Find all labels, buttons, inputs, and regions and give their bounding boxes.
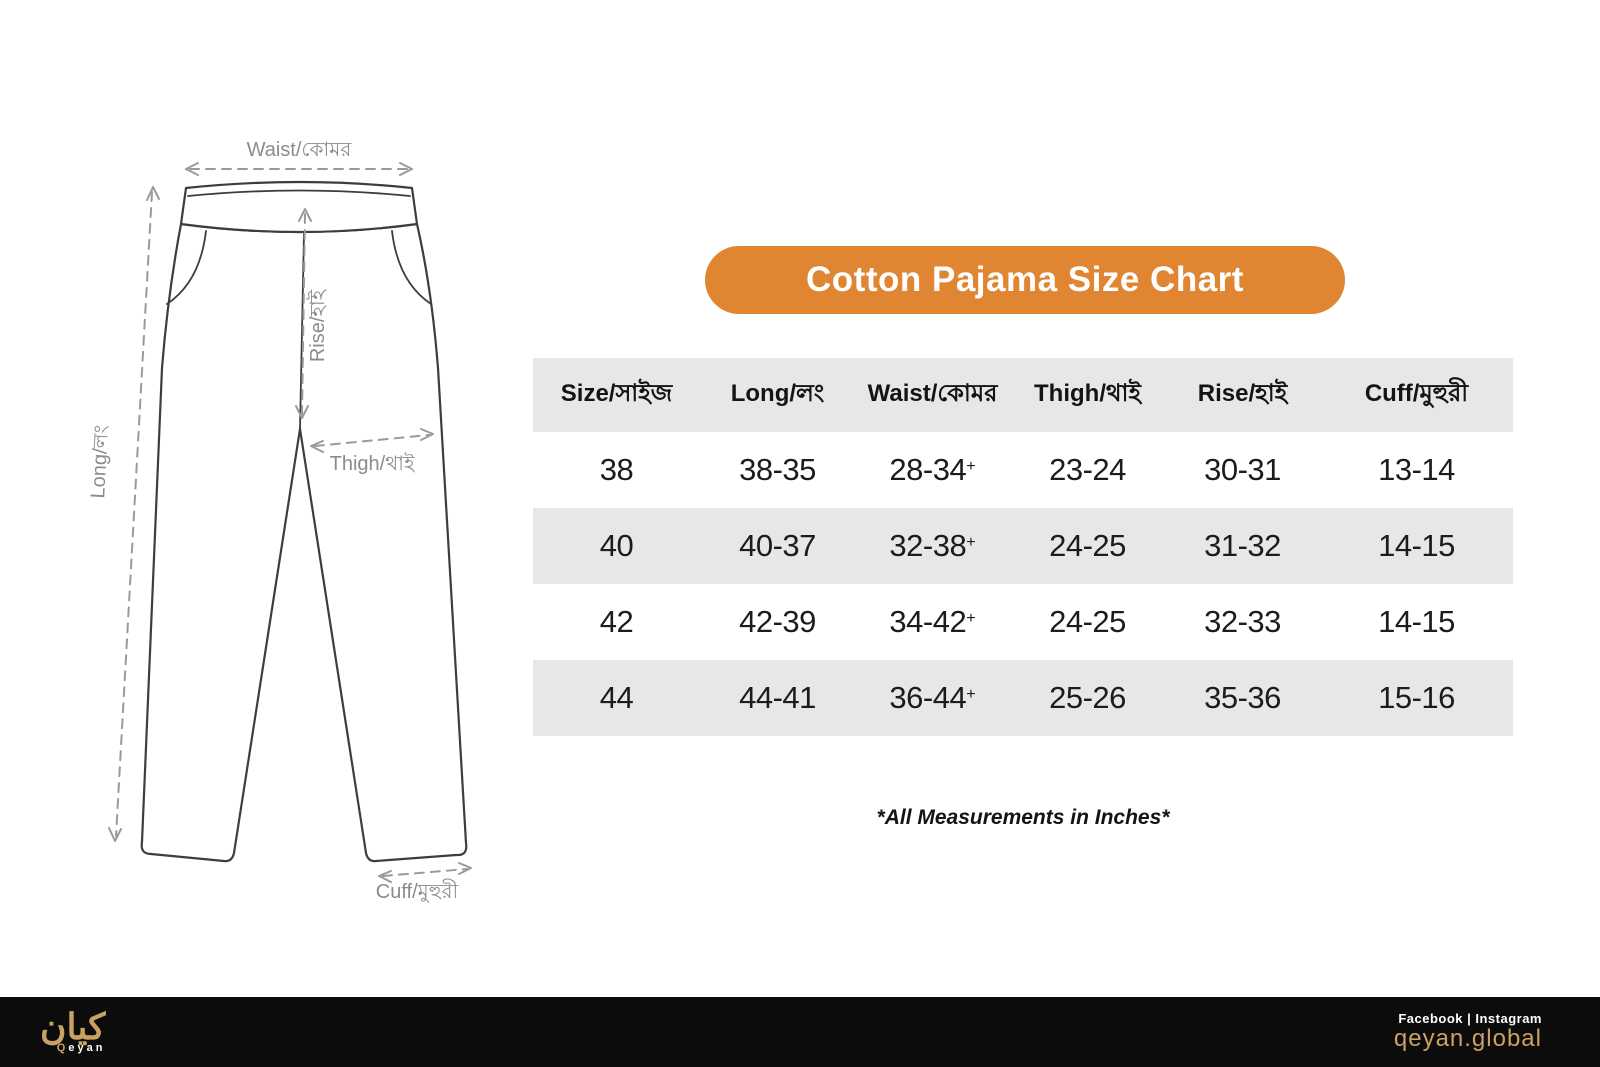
rise-value: 35-36: [1204, 680, 1281, 715]
cuff-value: 15-16: [1378, 680, 1455, 715]
thigh-value: 24-25: [1049, 604, 1126, 639]
long-value: 42-39: [739, 604, 816, 639]
waist-value: 28-34+: [889, 452, 976, 487]
size-value: 38: [599, 452, 634, 487]
table-row: 44 44-41 36-44+ 25-26 35-36 15-16: [533, 660, 1513, 736]
table-header-row: Size/সাইজ Long/লং Waist/কোমর Thigh/থাই R…: [533, 358, 1513, 432]
waist-arrow: [185, 162, 413, 176]
table-row: 42 42-39 34-42+ 24-25 32-33 14-15: [533, 584, 1513, 660]
rise-label: Rise/হাই: [306, 288, 329, 362]
size-value: 42: [599, 604, 634, 639]
brand-logo: كيان Qeyan: [40, 1006, 106, 1054]
table-row: 38 38-35 28-34+ 23-24 30-31 13-14: [533, 432, 1513, 508]
plus-mark: +: [966, 610, 976, 627]
header-waist: Waist/কোমর: [867, 380, 998, 407]
pajama-diagram: Waist/কোমর Long/লং Rise/হাই Thigh/থাই: [87, 139, 472, 903]
rise-value: 32-33: [1204, 604, 1281, 639]
size-table: Size/সাইজ Long/লং Waist/কোমর Thigh/থাই R…: [533, 358, 1513, 736]
cuff-arrow: [378, 862, 472, 883]
table-row: 40 40-37 32-38+ 24-25 31-32 14-15: [533, 508, 1513, 584]
thigh-label: Thigh/থাই: [330, 452, 416, 475]
left-pocket-seam: [166, 230, 207, 305]
website-handle: qeyan.global: [1393, 1025, 1542, 1053]
waist-label: Waist/কোমর: [247, 139, 353, 161]
page-title: Cotton Pajama Size Chart: [705, 246, 1345, 314]
header-rise: Rise/হাই: [1197, 380, 1288, 407]
long-value: 38-35: [739, 452, 816, 487]
cuff-value: 13-14: [1378, 452, 1455, 487]
social-platforms: Facebook | Instagram: [1398, 1011, 1542, 1027]
cuff-value: 14-15: [1378, 604, 1455, 639]
header-cuff: Cuff/মুহুরী: [1364, 380, 1469, 407]
waist-value: 32-38+: [889, 528, 976, 563]
waistband-stitch: [187, 189, 411, 197]
brand-logo-name: Qeyan: [56, 1041, 106, 1054]
waistband: [179, 180, 419, 234]
thigh-value: 24-25: [1049, 528, 1126, 563]
header-size: Size/সাইজ: [560, 380, 673, 407]
thigh-value: 23-24: [1049, 452, 1126, 487]
rise-value: 30-31: [1204, 452, 1281, 487]
long-arrow: [108, 186, 160, 842]
header-thigh: Thigh/থাই: [1034, 380, 1141, 407]
cuff-label: Cuff/মুহুরী: [376, 879, 459, 903]
footer-bar: كيان Qeyan Facebook | Instagram qeyan.gl…: [0, 997, 1600, 1067]
plus-mark: +: [966, 534, 976, 551]
footer-social: Facebook | Instagram qeyan.global: [1394, 1011, 1542, 1052]
brand-logo-arabic: كيان: [40, 1006, 106, 1048]
thigh-value: 25-26: [1049, 680, 1126, 715]
header-long: Long/লং: [730, 380, 825, 407]
right-pocket-seam: [391, 230, 432, 305]
plus-mark: +: [966, 686, 976, 703]
rise-value: 31-32: [1204, 528, 1281, 563]
long-value: 40-37: [739, 528, 816, 563]
size-value: 44: [599, 680, 634, 715]
long-value: 44-41: [739, 680, 816, 715]
rise-arrow: [295, 208, 312, 419]
thigh-arrow: [310, 428, 434, 453]
long-label: Long/লং: [87, 424, 113, 499]
size-value: 40: [599, 528, 634, 563]
measurements-footnote: *All Measurements in Inches*: [876, 806, 1170, 829]
waist-value: 36-44+: [889, 680, 976, 715]
waist-value: 34-42+: [889, 604, 976, 639]
plus-mark: +: [966, 458, 976, 475]
cuff-value: 14-15: [1378, 528, 1455, 563]
